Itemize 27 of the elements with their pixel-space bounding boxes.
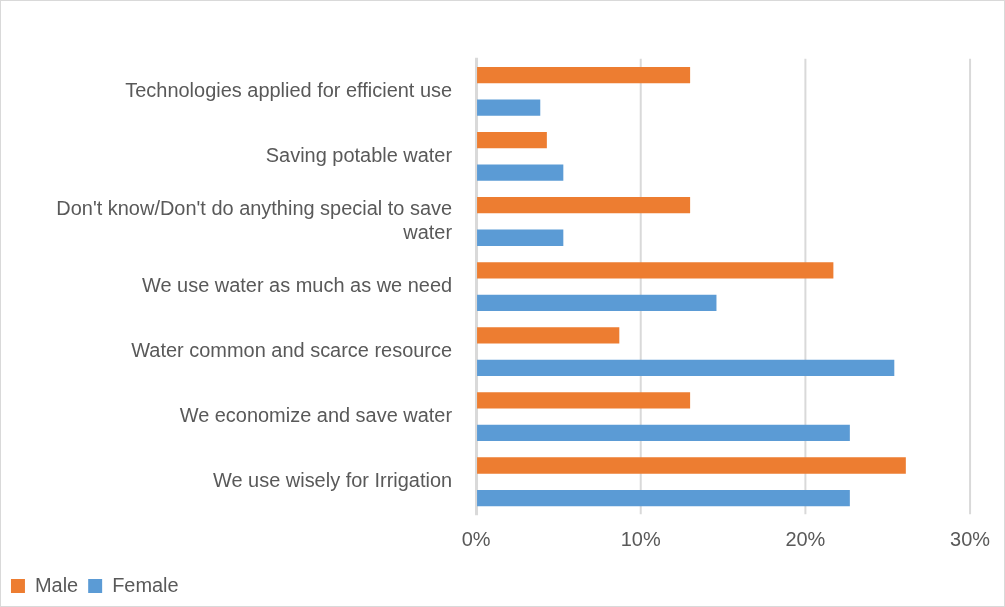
bar — [477, 327, 620, 344]
bar — [477, 132, 547, 149]
y-tick-label: Water common and scarce resource — [131, 339, 453, 362]
bar — [477, 66, 691, 84]
y-tick-label: Don't know/Don't do anything special to save water — [56, 197, 453, 243]
y-tick-label: We use wisely for Irrigation — [212, 469, 453, 492]
bar — [477, 294, 717, 311]
bar — [477, 99, 541, 116]
y-tick-label: We use water as much as we need — [141, 274, 453, 297]
bar — [477, 164, 564, 181]
bar — [477, 229, 564, 246]
bar — [477, 262, 834, 279]
y-tick-label: We economize and save water — [179, 404, 453, 427]
legend-label: Female — [112, 573, 179, 596]
bar — [477, 359, 895, 377]
x-tick-label: 10% — [620, 527, 661, 550]
bar — [477, 457, 906, 474]
bar — [477, 197, 691, 214]
bar — [477, 424, 850, 442]
bar — [477, 489, 850, 507]
x-tick-label: 20% — [785, 527, 826, 550]
x-tick-label: 30% — [950, 527, 991, 550]
y-tick-label: Technologies applied for efficient use — [125, 78, 453, 101]
legend-label: Male — [34, 573, 79, 596]
x-tick-label: 0% — [461, 527, 491, 550]
bar — [477, 392, 691, 409]
y-tick-label: Saving potable water — [265, 143, 453, 166]
